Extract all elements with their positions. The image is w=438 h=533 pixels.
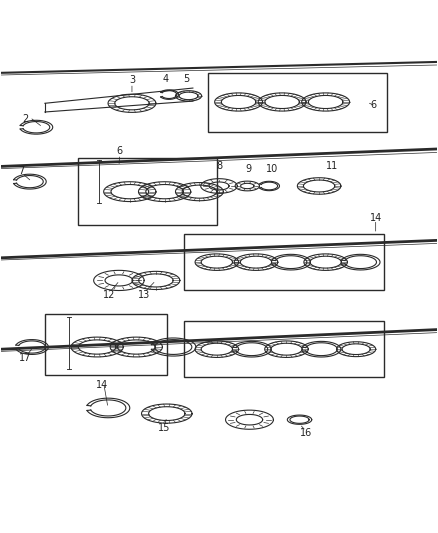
Bar bbox=[45, 314, 167, 375]
Text: 10: 10 bbox=[266, 164, 278, 174]
Text: 13: 13 bbox=[138, 290, 150, 300]
Text: 12: 12 bbox=[103, 290, 116, 300]
Text: 2: 2 bbox=[22, 114, 28, 124]
Bar bbox=[78, 158, 217, 225]
Bar bbox=[184, 234, 385, 290]
Text: 14: 14 bbox=[96, 380, 109, 390]
Text: 16: 16 bbox=[300, 428, 312, 438]
Text: 17: 17 bbox=[19, 353, 32, 363]
Text: 4: 4 bbox=[163, 75, 169, 84]
Bar bbox=[208, 73, 387, 132]
Text: 5: 5 bbox=[183, 75, 190, 84]
Text: 14: 14 bbox=[370, 213, 382, 223]
Text: 15: 15 bbox=[159, 423, 171, 433]
Text: 6: 6 bbox=[371, 100, 377, 110]
Text: 8: 8 bbox=[216, 161, 222, 172]
Text: 3: 3 bbox=[129, 75, 135, 85]
Text: 6: 6 bbox=[117, 146, 123, 156]
Text: 7: 7 bbox=[18, 166, 24, 176]
Text: 11: 11 bbox=[326, 161, 338, 172]
Bar bbox=[184, 321, 385, 377]
Text: 9: 9 bbox=[246, 164, 252, 174]
